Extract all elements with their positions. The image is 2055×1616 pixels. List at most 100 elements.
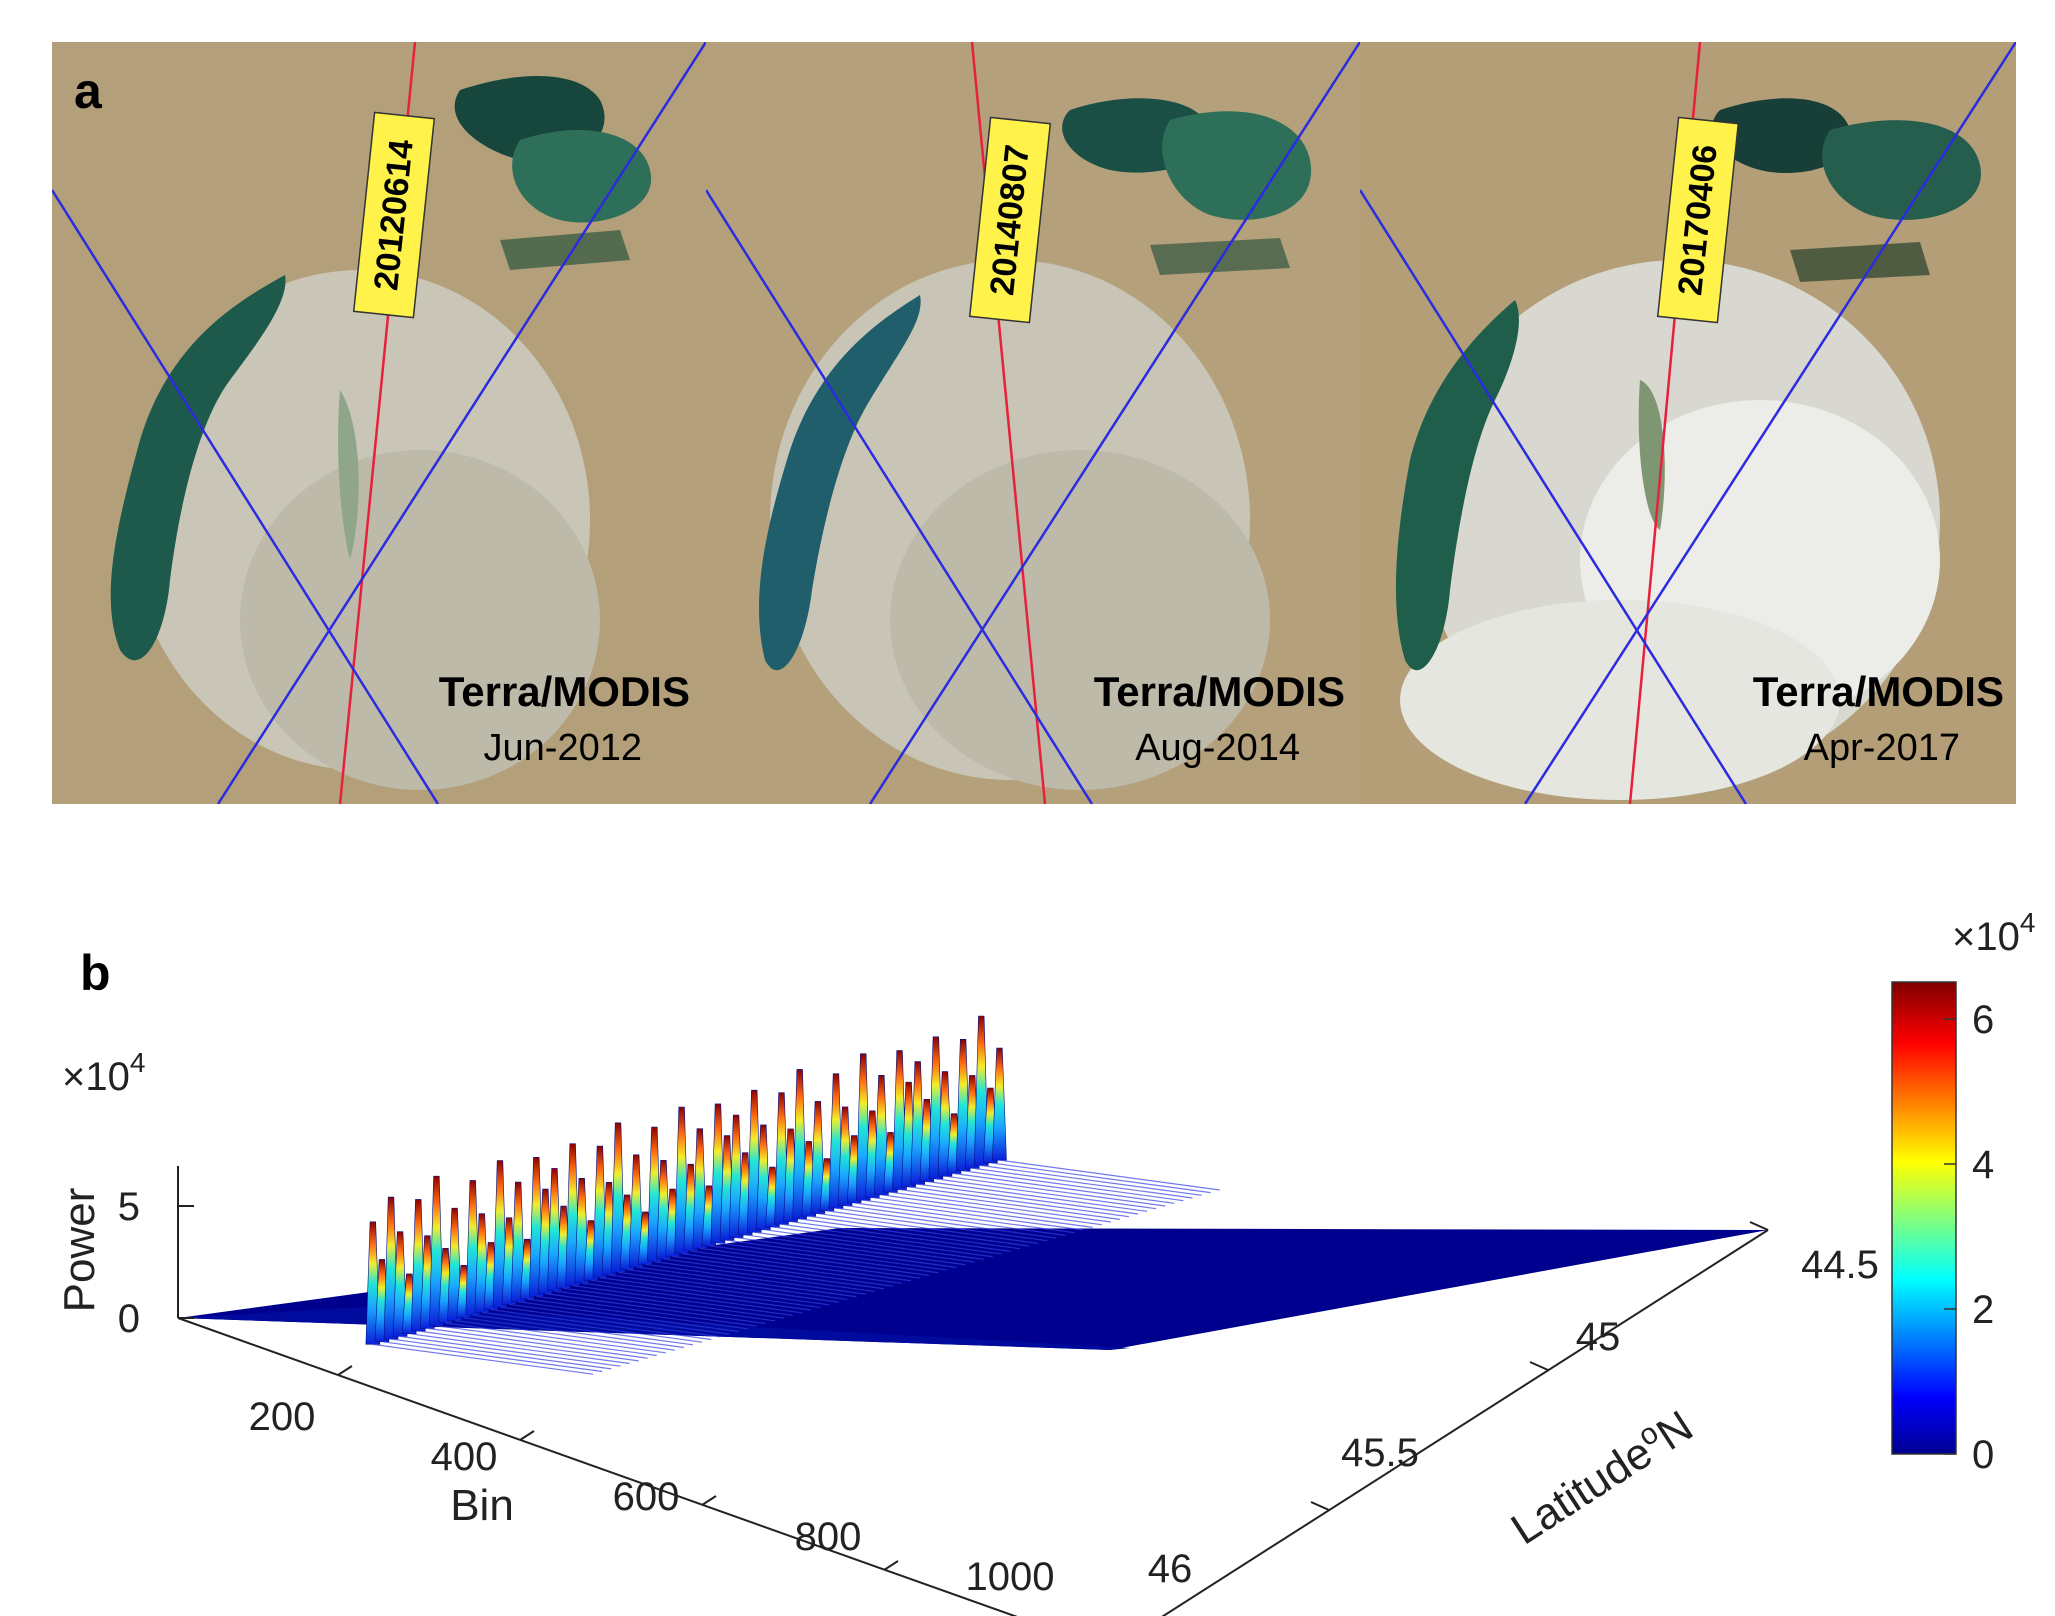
ridge-tail [872, 1196, 1093, 1228]
ridge-tail [400, 1335, 621, 1367]
ridge-tail [554, 1290, 775, 1322]
ridge-tail [799, 1218, 1021, 1250]
ridge-tail [772, 1226, 993, 1258]
ridge-tail [763, 1228, 984, 1260]
y-tick: 46 [1148, 1547, 1193, 1591]
date-label: Apr-2017 [1804, 727, 1960, 769]
blue-track-line [868, 42, 1360, 804]
panel-label-b: b [80, 945, 111, 1001]
ridge-tail [645, 1263, 866, 1295]
ridge-tail [436, 1325, 657, 1357]
date-tag: 20120614 [352, 111, 436, 319]
ridge-tail [935, 1178, 1157, 1210]
blue-track-line [216, 42, 706, 804]
ridge-tail [372, 1343, 594, 1375]
ridge-tail [590, 1279, 812, 1311]
ridge-tail [572, 1285, 794, 1317]
z-tick: 5 [118, 1185, 140, 1229]
ridge-tail [509, 1303, 730, 1335]
red-track-line [970, 42, 1047, 804]
ridge-tail [835, 1207, 1057, 1239]
blue-track-line [52, 189, 440, 804]
x-tick: 1000 [966, 1555, 1055, 1599]
ridge-tail [944, 1175, 1166, 1207]
ridge-tail [617, 1271, 839, 1303]
ridge-tail [490, 1309, 712, 1341]
panel-label-a: a [74, 63, 103, 119]
ridge-tail [681, 1253, 902, 1285]
sensor-label: Terra/MODIS [1753, 668, 2004, 715]
ridge-tail [563, 1287, 784, 1319]
ridge-tail [454, 1319, 675, 1351]
ridge-tail [917, 1183, 1139, 1215]
ridge-tail [736, 1236, 957, 1268]
ridge-tail [381, 1341, 603, 1373]
ridge-tail [427, 1327, 648, 1359]
y-tick: 45.5 [1341, 1431, 1419, 1475]
ridge-tail [627, 1269, 848, 1301]
ridge-tail [581, 1282, 803, 1314]
ridge-tail [472, 1314, 694, 1346]
ridge-tail [981, 1164, 1202, 1196]
ridge-tail [908, 1186, 1130, 1218]
ridge-tail [708, 1245, 930, 1277]
ridge-tail [418, 1330, 639, 1362]
ridge-tail [409, 1333, 630, 1365]
ridge-tail [390, 1338, 612, 1370]
ridge-tail [536, 1295, 757, 1327]
ridge-tail [518, 1301, 739, 1333]
ridge-tail [854, 1202, 1075, 1234]
ridge-tail [953, 1172, 1175, 1204]
modis-image-2014 [706, 42, 1360, 804]
x-tick: 600 [613, 1475, 680, 1519]
ridge-tail [790, 1220, 1011, 1252]
date-tag: 20170406 [1656, 116, 1740, 324]
ridge-tail [499, 1306, 721, 1338]
ridge-tail [672, 1255, 893, 1287]
x-tick: 800 [795, 1515, 862, 1559]
ridge-tail [881, 1194, 1102, 1226]
blue-track-line [1523, 42, 2016, 804]
z-ticks: 0 5 [118, 1185, 194, 1341]
y-axis-title: LatitudeoN [1501, 1399, 1701, 1554]
ridge-tail [890, 1191, 1111, 1223]
colorbar-tick: 0 [1972, 1433, 1994, 1477]
sensor-label: Terra/MODIS [439, 668, 690, 715]
ridge-tail [654, 1261, 875, 1293]
ridge-tail [463, 1317, 685, 1349]
ridge-tail [899, 1188, 1120, 1220]
y-tick: 44.5 [1801, 1243, 1879, 1287]
ridge-tail [445, 1322, 666, 1354]
colorbar-tick: 4 [1972, 1143, 1994, 1187]
ridge-tail [608, 1274, 830, 1306]
colorbar-tick: 2 [1972, 1288, 1994, 1332]
y-tick: 45 [1576, 1315, 1621, 1359]
date-label: Jun-2012 [484, 727, 642, 769]
blue-track-line [1360, 189, 1748, 804]
ridge-tail [599, 1277, 821, 1309]
x-tick: 400 [431, 1435, 498, 1479]
satellite-panel: 20120614 20140807 20170406 Terra/MODIS J… [52, 42, 2016, 804]
ridge-tail [717, 1242, 939, 1274]
y-ticks: 46 45.5 45 44.5 [1148, 1221, 1879, 1591]
z-axis-title: Power [55, 1188, 104, 1313]
ridge-tail [545, 1293, 766, 1325]
date-label: Aug-2014 [1135, 727, 1300, 769]
ridge-tail [726, 1239, 948, 1271]
ridge-tail [826, 1210, 1048, 1242]
z-tick: 0 [118, 1297, 140, 1341]
ridge-tail [845, 1204, 1066, 1236]
colorbar: 0 2 4 6 ×104 [1891, 907, 2035, 1477]
ridge-tail [663, 1258, 884, 1290]
ridge-tail [863, 1199, 1084, 1231]
ridge-tail [972, 1167, 1193, 1199]
ridge-series [365, 1015, 1220, 1375]
ridge-tail [636, 1266, 857, 1298]
colorbar-exponent: ×104 [1952, 907, 2035, 959]
ridge-tail [481, 1311, 703, 1343]
x-tick: 200 [249, 1395, 316, 1439]
surface-plot: b 0 5 Power ×104 200 400 600 800 1000 Bi… [55, 907, 2035, 1616]
x-ticks: 200 400 600 800 1000 [249, 1365, 1055, 1599]
ridge-tail [745, 1234, 966, 1266]
ridge-tail [808, 1215, 1030, 1247]
